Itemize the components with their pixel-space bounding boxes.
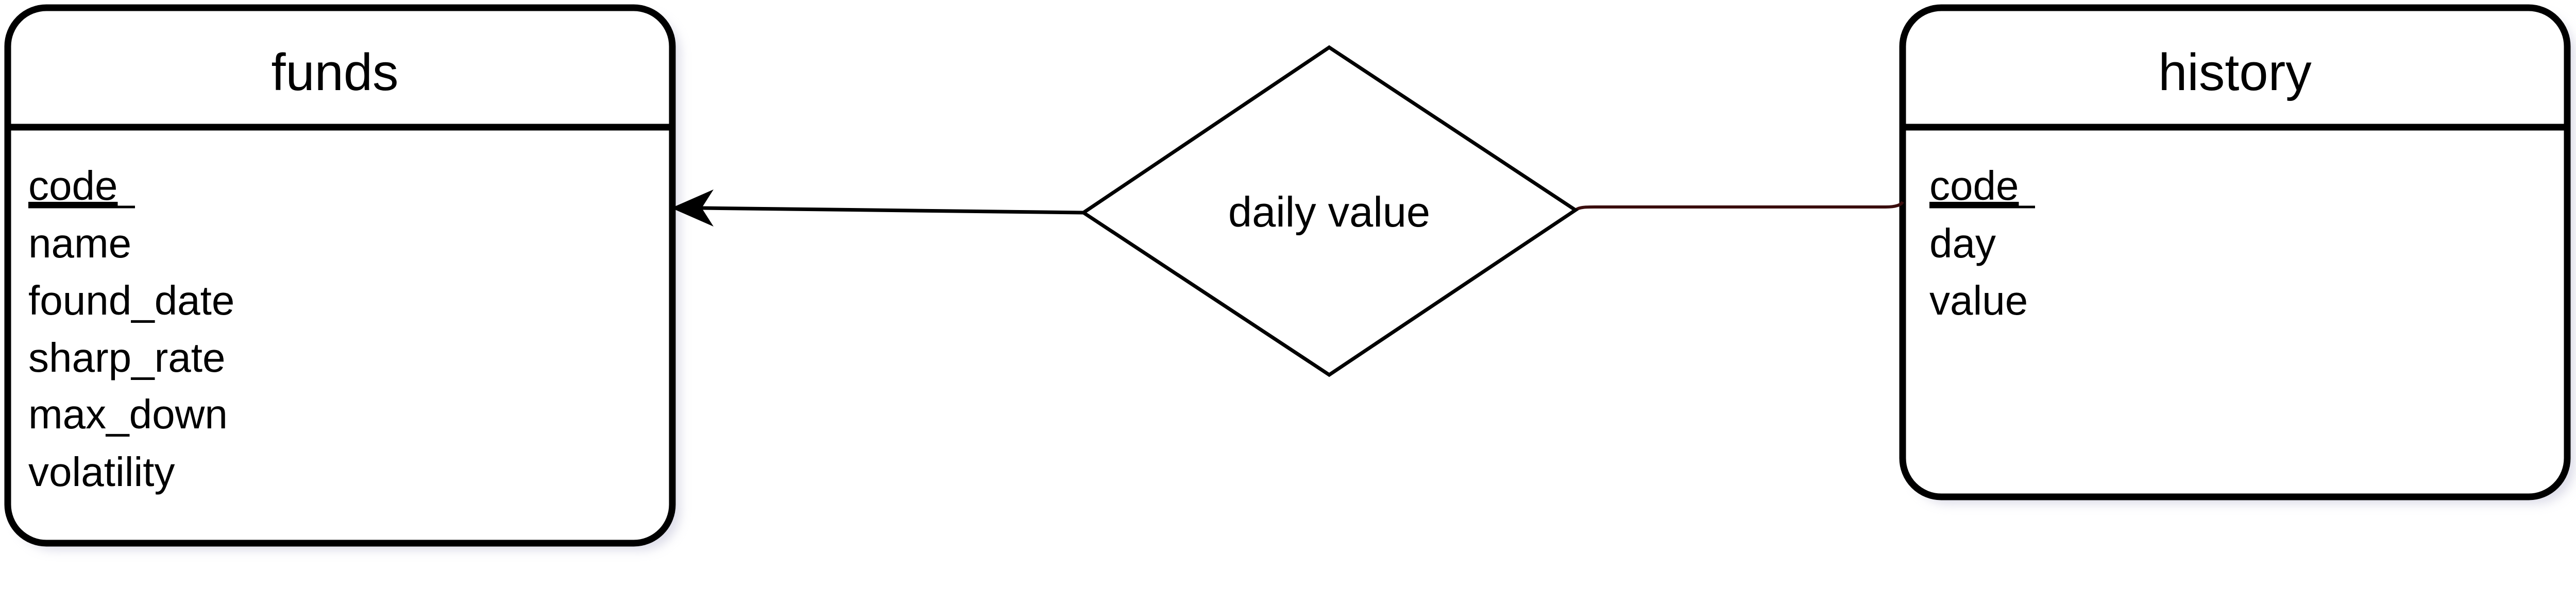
entity-history[interactable]: history code day value <box>1899 4 2575 504</box>
entity-funds[interactable]: funds code name found_date sharp_rate ma… <box>4 4 680 550</box>
entity-history-attr-code: code <box>1929 163 2019 209</box>
entity-funds-title: funds <box>271 44 398 101</box>
entity-funds-attr-name: name <box>28 220 131 266</box>
relationship-daily-value[interactable]: daily value <box>1080 45 1579 377</box>
relationship-label: daily value <box>1228 188 1430 236</box>
entity-funds-box <box>4 4 676 547</box>
entity-history-title: history <box>2158 44 2312 101</box>
entity-funds-attr-max-down: max_down <box>28 391 228 437</box>
entity-history-attr-value: value <box>1929 278 2028 323</box>
arrowhead-funds-icon <box>671 189 714 227</box>
entity-funds-attr-code: code <box>28 163 117 209</box>
entity-history-attr-day: day <box>1929 220 1996 266</box>
entity-funds-attr-volatility: volatility <box>28 449 175 495</box>
entity-funds-attr-found-date: found_date <box>28 278 234 323</box>
connector-relationship-to-funds <box>700 206 1084 215</box>
connector-relationship-to-history <box>1574 201 1904 212</box>
entity-funds-attr-sharp-rate: sharp_rate <box>28 335 225 380</box>
relationship-diamond <box>1080 45 1579 377</box>
